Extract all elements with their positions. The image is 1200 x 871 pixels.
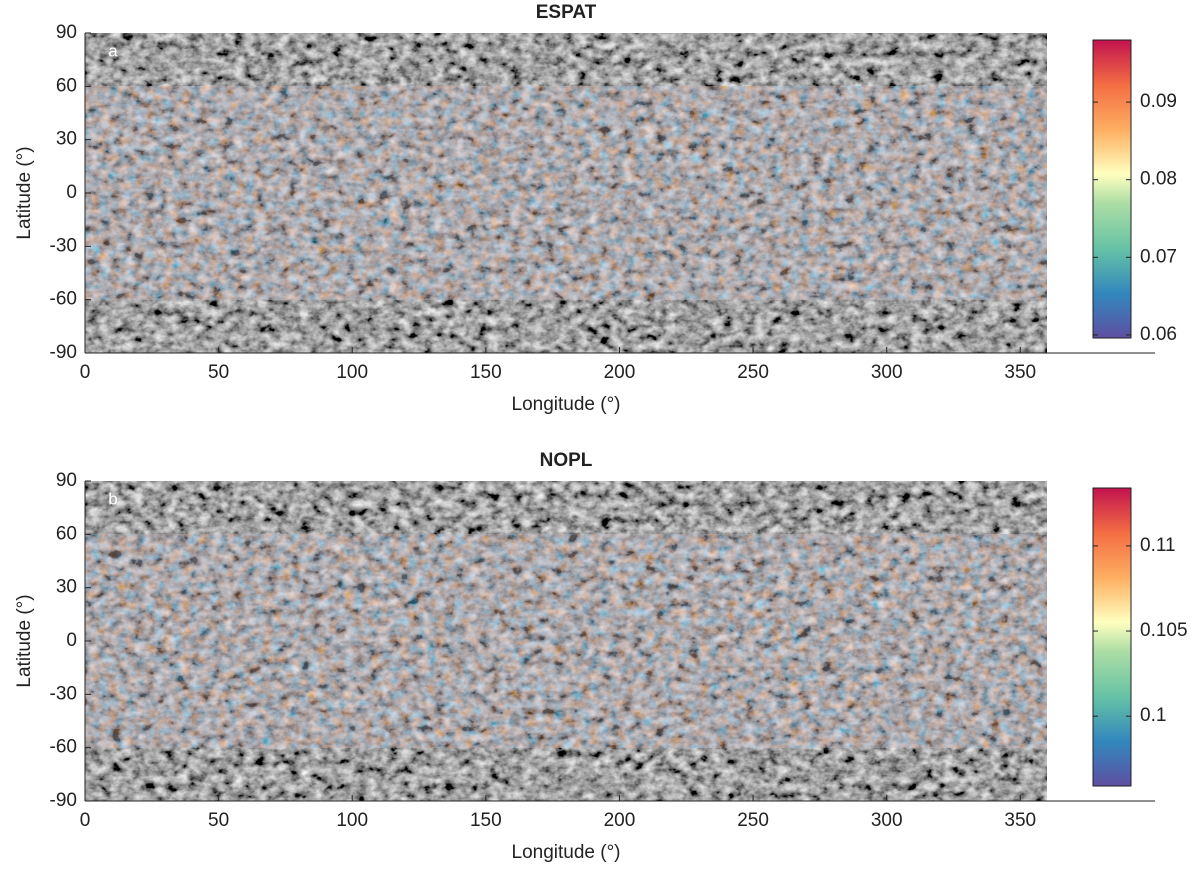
x-tick-label: 100 [336,810,368,831]
x-tick-label: 300 [871,362,903,383]
x-tick-label: 350 [1004,810,1036,831]
map-overlay [85,534,1047,748]
x-tick-label: 250 [737,362,769,383]
x-axis-label: Longitude (°) [512,394,621,415]
y-tick-label: 90 [56,470,77,491]
y-tick-label: -60 [50,737,77,758]
x-tick-label: 350 [1004,362,1036,383]
x-axis-label: Longitude (°) [512,842,621,863]
panel-label: a [108,41,118,60]
y-tick-label: 0 [66,182,77,203]
y-tick-label: 0 [66,630,77,651]
x-tick-label: 150 [470,810,502,831]
chart-title: ESPAT [536,2,597,23]
x-tick-label: 50 [208,362,229,383]
x-tick-label: 200 [604,362,636,383]
x-tick-label: 300 [871,810,903,831]
x-tick-label: 150 [470,362,502,383]
y-tick-label: 60 [56,75,77,96]
panel-label: b [108,489,117,508]
colorbar-tick-label: 0.11 [1140,535,1176,556]
y-tick-label: -30 [50,235,77,256]
colorbar-tick-label: 0.1 [1140,705,1166,726]
colorbar-tick-label: 0.08 [1140,169,1177,190]
y-tick-label: -60 [50,289,77,310]
colorbar [1092,487,1132,787]
y-tick-label: -30 [50,683,77,704]
colorbar-tick-label: 0.06 [1140,324,1177,345]
x-tick-label: 0 [80,810,91,831]
x-tick-label: 200 [604,810,636,831]
y-axis-label: Latitude (°) [14,594,35,687]
colorbar-tick-label: 0.09 [1140,91,1177,112]
y-axis-label: Latitude (°) [14,146,35,239]
y-tick-label: 60 [56,523,77,544]
x-tick-label: 50 [208,810,229,831]
x-tick-label: 100 [336,362,368,383]
y-tick-label: 30 [56,129,77,150]
colorbar-tick-label: 0.07 [1140,246,1177,267]
x-tick-label: 0 [80,362,91,383]
chart-title: NOPL [540,450,593,471]
y-tick-label: -90 [50,790,77,811]
y-tick-label: -90 [50,342,77,363]
map-overlay [85,86,1047,300]
y-tick-label: 30 [56,577,77,598]
x-tick-label: 250 [737,810,769,831]
colorbar [1092,39,1132,339]
colorbar-tick-label: 0.105 [1140,620,1188,641]
y-tick-label: 90 [56,22,77,43]
